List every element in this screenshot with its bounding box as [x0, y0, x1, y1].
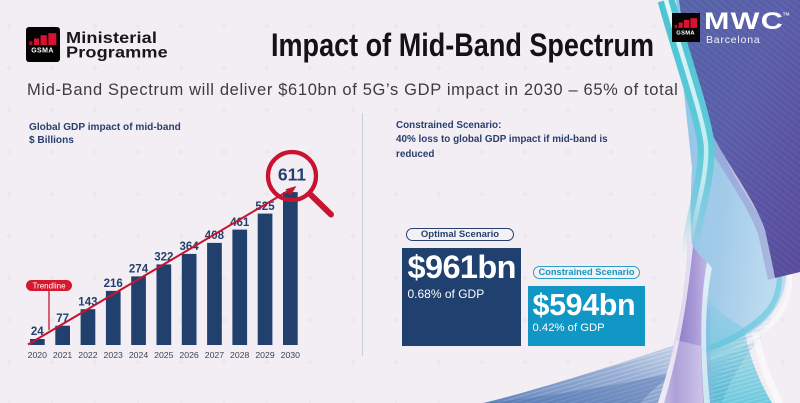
svg-text:216: 216: [104, 278, 123, 290]
svg-text:2029: 2029: [255, 350, 274, 360]
svg-text:2028: 2028: [230, 350, 249, 360]
svg-text:2030: 2030: [281, 350, 300, 360]
svg-text:2027: 2027: [205, 350, 224, 360]
svg-text:322: 322: [154, 252, 173, 264]
svg-text:GSMA: GSMA: [676, 30, 695, 36]
svg-text:GSMA: GSMA: [31, 47, 54, 54]
svg-text:2024: 2024: [129, 350, 148, 360]
svg-text:611: 611: [278, 165, 306, 185]
svg-text:408: 408: [205, 230, 225, 242]
svg-text:2021: 2021: [53, 350, 72, 360]
svg-text:2020: 2020: [28, 350, 47, 360]
svg-text:24: 24: [31, 326, 44, 338]
svg-text:274: 274: [129, 264, 149, 276]
svg-text:2022: 2022: [78, 350, 97, 360]
svg-text:2026: 2026: [179, 350, 198, 360]
svg-text:Trendline: Trendline: [32, 281, 66, 290]
svg-text:143: 143: [78, 296, 97, 308]
svg-text:2025: 2025: [154, 350, 173, 360]
svg-text:2023: 2023: [104, 350, 123, 360]
svg-text:525: 525: [255, 201, 275, 213]
svg-text:461: 461: [230, 217, 250, 229]
svg-text:364: 364: [180, 241, 200, 253]
